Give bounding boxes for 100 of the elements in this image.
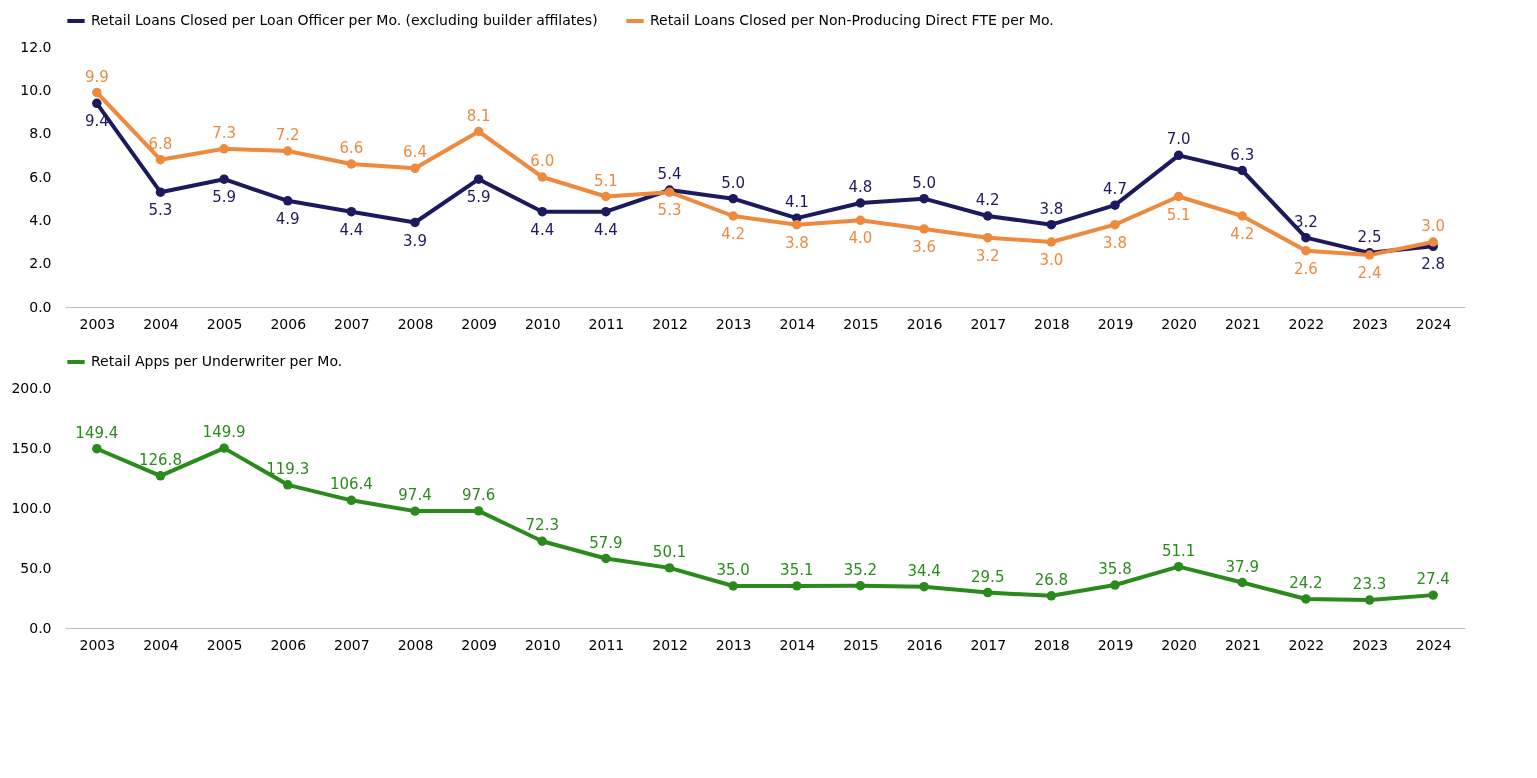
- point: [537, 536, 548, 546]
- point: [1046, 237, 1057, 247]
- point: [1237, 211, 1248, 221]
- y-tick-label: 0.0: [29, 298, 52, 315]
- data-label: 149.9: [202, 423, 246, 442]
- data-label: 4.1: [784, 193, 809, 212]
- data-label: 6.3: [1230, 145, 1255, 164]
- x-tick-label: 2008: [397, 636, 434, 653]
- data-label: 35.8: [1098, 560, 1132, 579]
- point: [1364, 595, 1375, 605]
- point: [601, 206, 611, 217]
- point: [919, 581, 929, 592]
- data-label: 72.3: [525, 516, 559, 535]
- data-label: 106.4: [329, 475, 373, 494]
- data-label: 4.2: [975, 191, 1000, 209]
- data-label: 7.2: [275, 126, 300, 144]
- data-label: 5.9: [212, 188, 237, 207]
- data-label: 27.4: [1416, 570, 1450, 589]
- x-tick-label: 2023: [1352, 315, 1388, 332]
- data-label: 35.1: [780, 560, 814, 579]
- x-tick-label: 2024: [1415, 315, 1452, 332]
- point: [728, 193, 738, 204]
- point: [601, 553, 611, 564]
- data-label: 3.9: [403, 231, 427, 250]
- x-tick-label: 2009: [461, 315, 497, 332]
- point: [792, 219, 802, 230]
- point: [792, 581, 802, 591]
- x-tick-label: 2003: [79, 636, 116, 653]
- point: [92, 87, 102, 98]
- data-label: 4.4: [593, 220, 618, 239]
- x-tick-label: 2017: [970, 636, 1007, 653]
- x-tick-label: 2010: [524, 315, 561, 332]
- data-label: 3.2: [1293, 212, 1318, 231]
- x-tick-label: 2006: [270, 315, 307, 332]
- x-tick-label: 2008: [397, 315, 434, 332]
- point: [155, 187, 166, 197]
- x-tick-label: 2016: [906, 636, 943, 653]
- point: [155, 154, 166, 165]
- point: [410, 217, 420, 228]
- point: [982, 211, 993, 221]
- data-label: 3.2: [975, 246, 1000, 265]
- point: [219, 174, 229, 184]
- point: [919, 224, 929, 234]
- point: [728, 581, 738, 591]
- point: [1173, 561, 1184, 572]
- data-label: 5.9: [466, 188, 491, 207]
- point: [1173, 150, 1184, 161]
- y-tick-label: 4.0: [29, 211, 52, 228]
- y-tick-label: 200.0: [11, 379, 52, 396]
- x-tick-label: 2022: [1288, 636, 1325, 653]
- data-label: 2.5: [1357, 227, 1382, 246]
- x-tick-label: 2016: [906, 315, 943, 332]
- data-label: 4.0: [848, 229, 873, 248]
- data-label: 2.6: [1293, 259, 1318, 278]
- x-tick-label: 2012: [652, 636, 688, 653]
- data-label: 26.8: [1034, 570, 1069, 589]
- point: [1110, 219, 1120, 230]
- point: [1110, 580, 1120, 590]
- data-label: 57.9: [589, 533, 623, 552]
- point: [537, 206, 548, 217]
- x-tick-label: 2019: [1097, 315, 1134, 332]
- x-tick-label: 2007: [334, 315, 370, 332]
- x-tick-label: 2006: [270, 636, 307, 653]
- data-label: 7.3: [212, 123, 237, 142]
- point: [728, 211, 738, 221]
- data-label: 3.0: [1421, 217, 1446, 235]
- data-label: 6.0: [530, 152, 555, 170]
- x-tick-label: 2020: [1161, 636, 1197, 653]
- data-label: 24.2: [1289, 573, 1323, 592]
- point: [855, 215, 866, 226]
- legend-label: Retail Loans Closed per Non-Producing Direct FTE per Mo.: [650, 12, 1054, 28]
- data-label: 5.1: [1166, 205, 1191, 224]
- point: [1301, 245, 1311, 256]
- data-label: 29.5: [971, 567, 1005, 586]
- x-tick-label: 2004: [143, 636, 179, 653]
- point: [92, 443, 102, 454]
- point: [1046, 591, 1057, 601]
- data-label: 7.0: [1166, 130, 1191, 149]
- data-label: 8.1: [466, 106, 491, 125]
- y-tick-label: 2.0: [29, 255, 52, 272]
- data-label: 5.0: [912, 173, 937, 192]
- data-label: 4.9: [275, 209, 300, 228]
- data-label: 23.3: [1352, 575, 1387, 594]
- point: [855, 198, 866, 208]
- data-label: 4.8: [848, 178, 873, 196]
- data-label: 97.4: [398, 486, 432, 505]
- data-label: 5.3: [148, 201, 173, 220]
- point: [155, 471, 166, 481]
- point: [1428, 237, 1438, 247]
- point: [1428, 590, 1438, 600]
- data-label: 126.8: [138, 450, 182, 469]
- data-label: 4.4: [339, 220, 364, 239]
- point: [1301, 232, 1311, 243]
- point: [664, 563, 675, 573]
- point: [410, 163, 420, 174]
- x-tick-label: 2004: [143, 315, 179, 332]
- point: [1301, 594, 1311, 604]
- x-tick-label: 2005: [206, 636, 243, 653]
- point: [219, 443, 229, 453]
- x-tick-label: 2022: [1288, 315, 1325, 332]
